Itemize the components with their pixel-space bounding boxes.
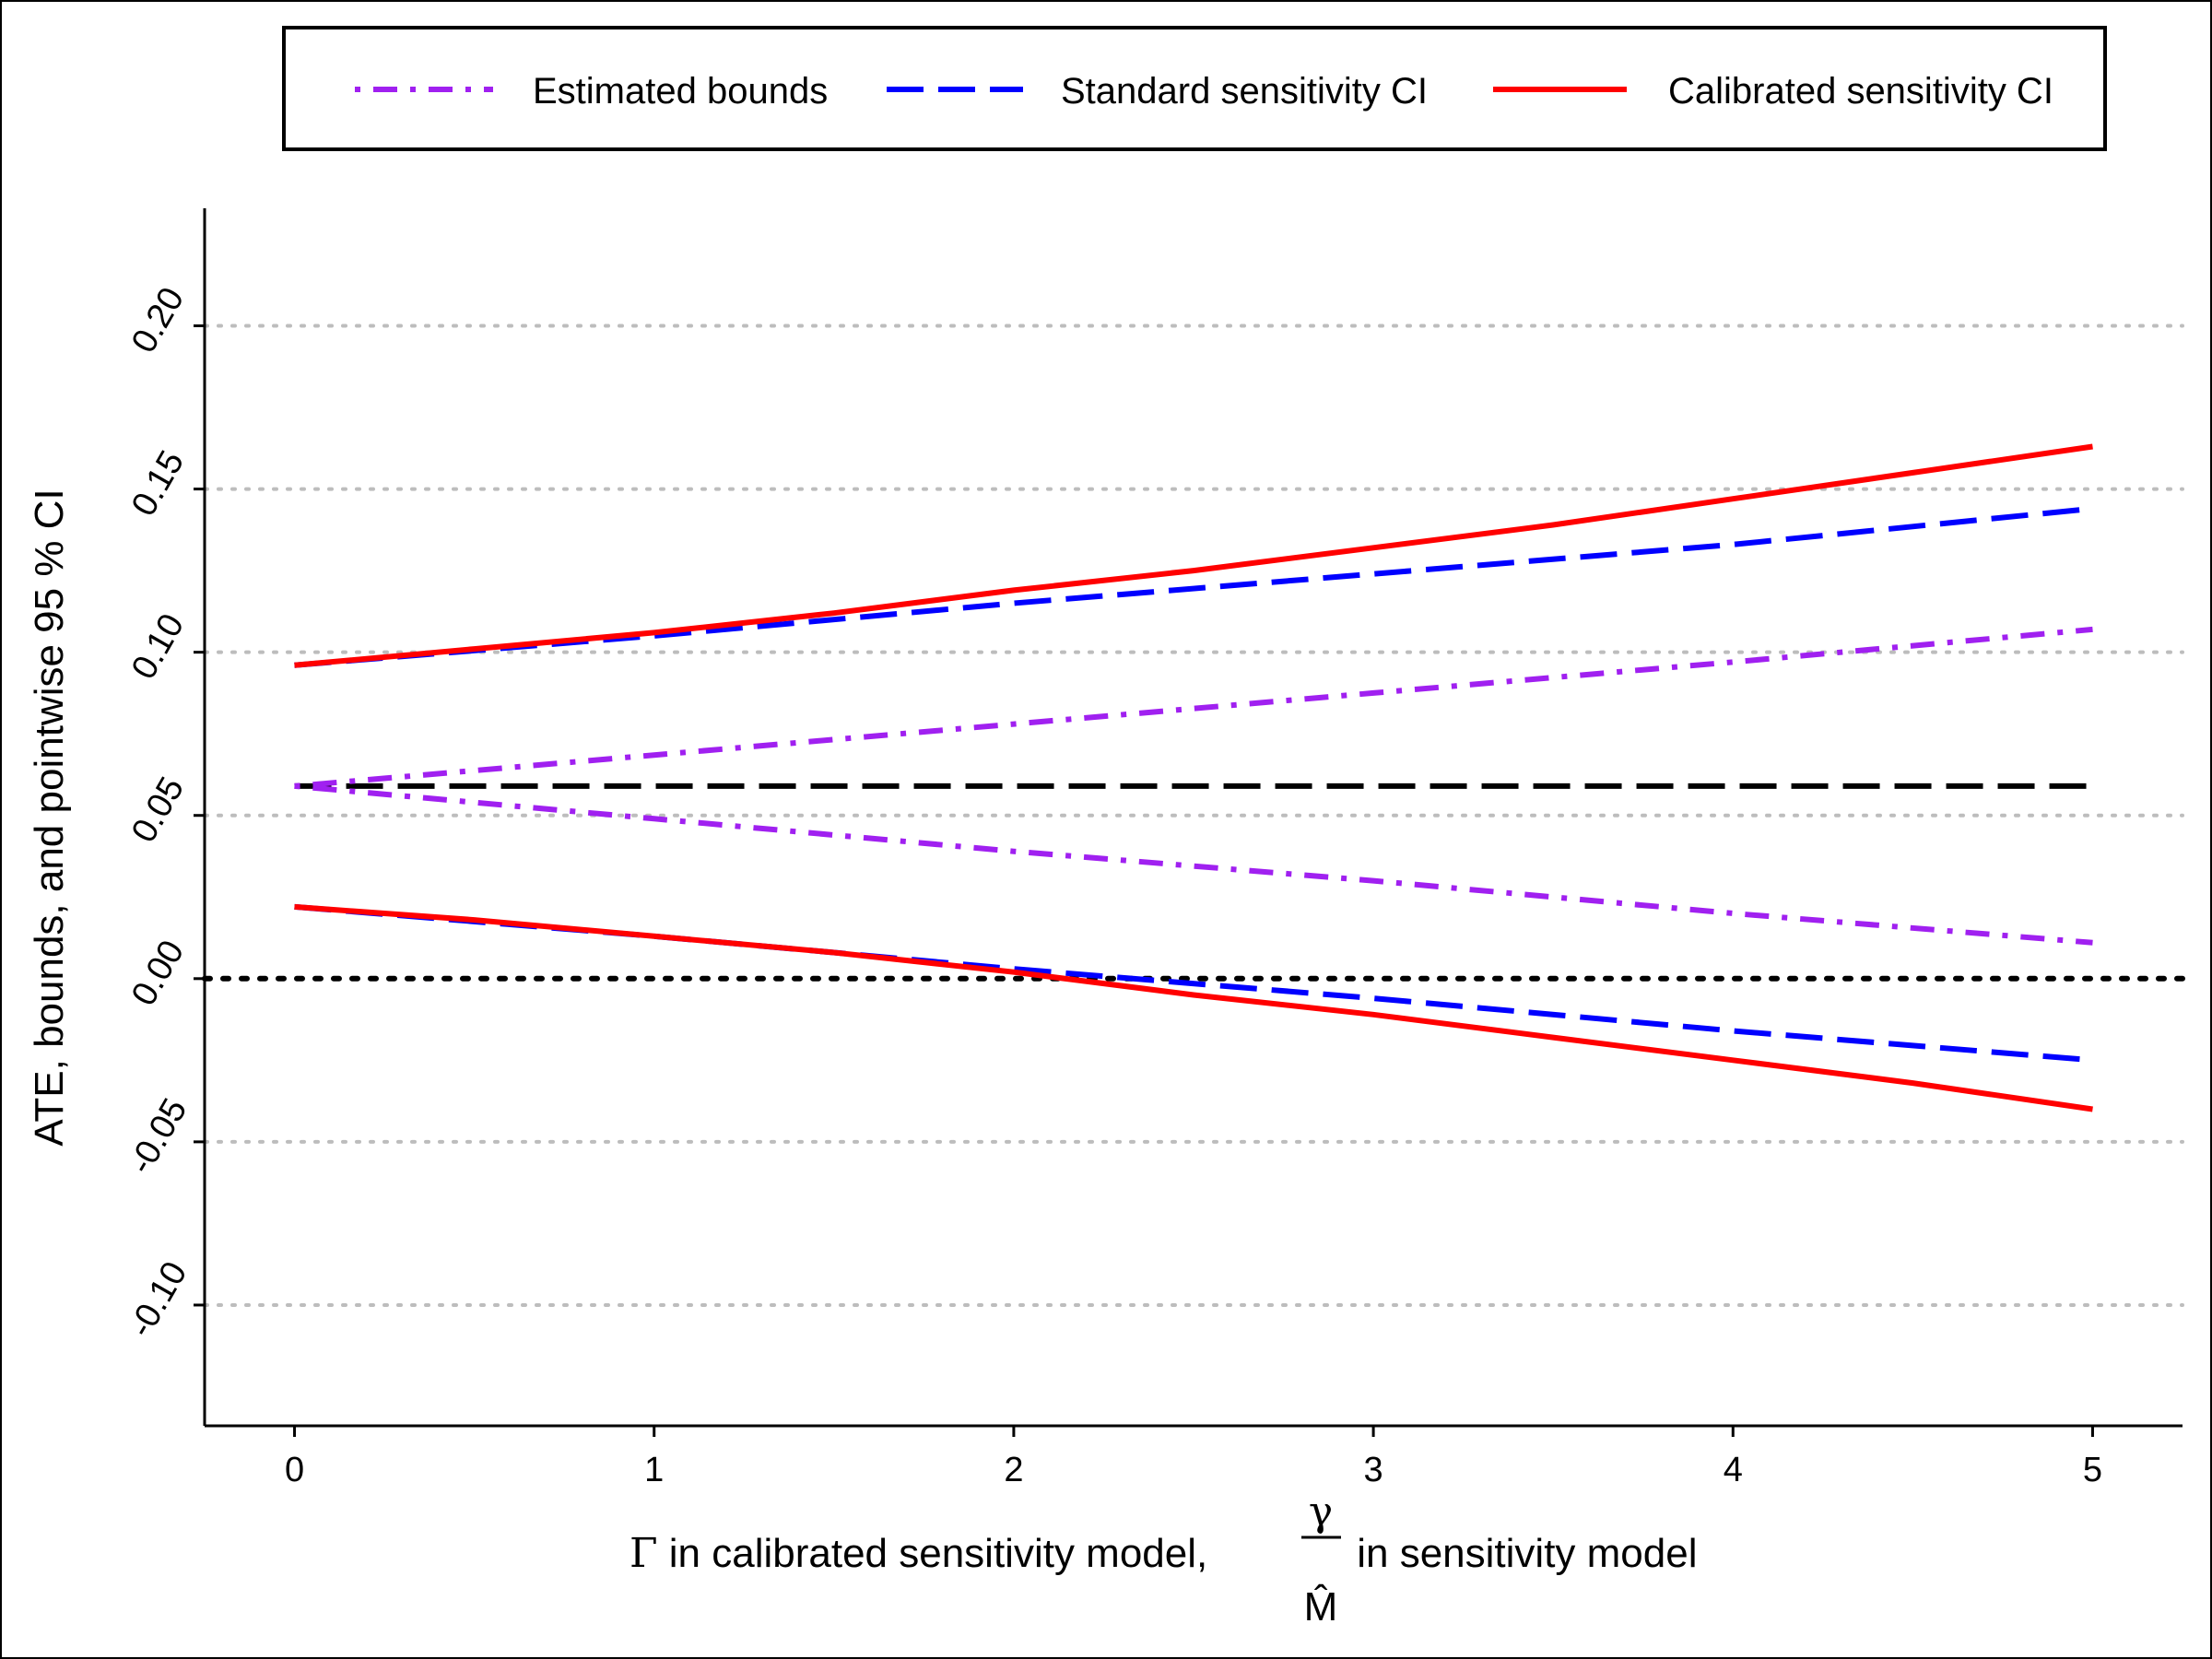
- x-tick-label: 3: [1364, 1451, 1383, 1489]
- x-tick-label: 1: [644, 1451, 664, 1489]
- legend-box: [282, 26, 2107, 151]
- x-axis-title-text: in calibrated sensitivity model,: [658, 1531, 1219, 1576]
- y-tick-label: 0.00: [124, 934, 192, 1012]
- legend-label-standard-ci: Standard sensitivity CI: [1061, 71, 1428, 112]
- y-tick-label: 0.10: [124, 607, 192, 686]
- x-axis-title-fraction-numerator: γ: [1309, 1488, 1333, 1535]
- x-tick-label: 0: [285, 1451, 304, 1489]
- x-axis-ticks: 0 1 2 3 4 5: [285, 1426, 2102, 1489]
- y-axis-ticks: -0.10 -0.05 0.00 0.05 0.10 0.15 0.20: [122, 281, 205, 1344]
- y-tick-label: 0.20: [124, 281, 192, 359]
- y-tick-label: -0.10: [122, 1255, 195, 1344]
- series-lines: [294, 443, 2093, 1112]
- x-tick-label: 5: [2083, 1451, 2102, 1489]
- y-tick-label: -0.05: [122, 1092, 195, 1181]
- reference-lines: [202, 782, 2185, 982]
- calibrated-sensitivity-ci-upper-line: [294, 443, 2093, 668]
- legend-label-calibrated-ci: Calibrated sensitivity CI: [1668, 71, 2053, 112]
- legend: Estimated bounds Standard sensitivity CI…: [282, 26, 2107, 151]
- y-axis-title: ATE, bounds, and pointwise 95 % CI: [27, 488, 72, 1146]
- y-tick-label: 0.05: [124, 771, 192, 849]
- x-tick-label: 4: [1724, 1451, 1743, 1489]
- y-tick-label: 0.15: [124, 444, 192, 523]
- standard-sensitivity-ci-lower-line: [294, 903, 2093, 1064]
- x-axis-title: Γ in calibrated sensitivity model, γ M̂ …: [629, 1488, 1697, 1630]
- x-axis-title-fraction-denominator: M̂: [1304, 1583, 1338, 1630]
- calibrated-sensitivity-ci-lower-line: [294, 903, 2093, 1112]
- y-gridlines: [203, 324, 2184, 1307]
- standard-sensitivity-ci-upper-line: [294, 505, 2093, 668]
- estimated-bounds-upper-line: [294, 626, 2093, 789]
- x-axis-title-main: Γ in calibrated sensitivity model,: [629, 1530, 1218, 1577]
- estimated-bounds-lower-line: [294, 782, 2093, 946]
- x-tick-label: 2: [1004, 1451, 1023, 1489]
- legend-label-estimated-bounds: Estimated bounds: [533, 71, 828, 112]
- x-axis-title-gamma-symbol: Γ: [629, 1530, 658, 1577]
- x-axis-title-suffix: in sensitivity model: [1346, 1531, 1697, 1576]
